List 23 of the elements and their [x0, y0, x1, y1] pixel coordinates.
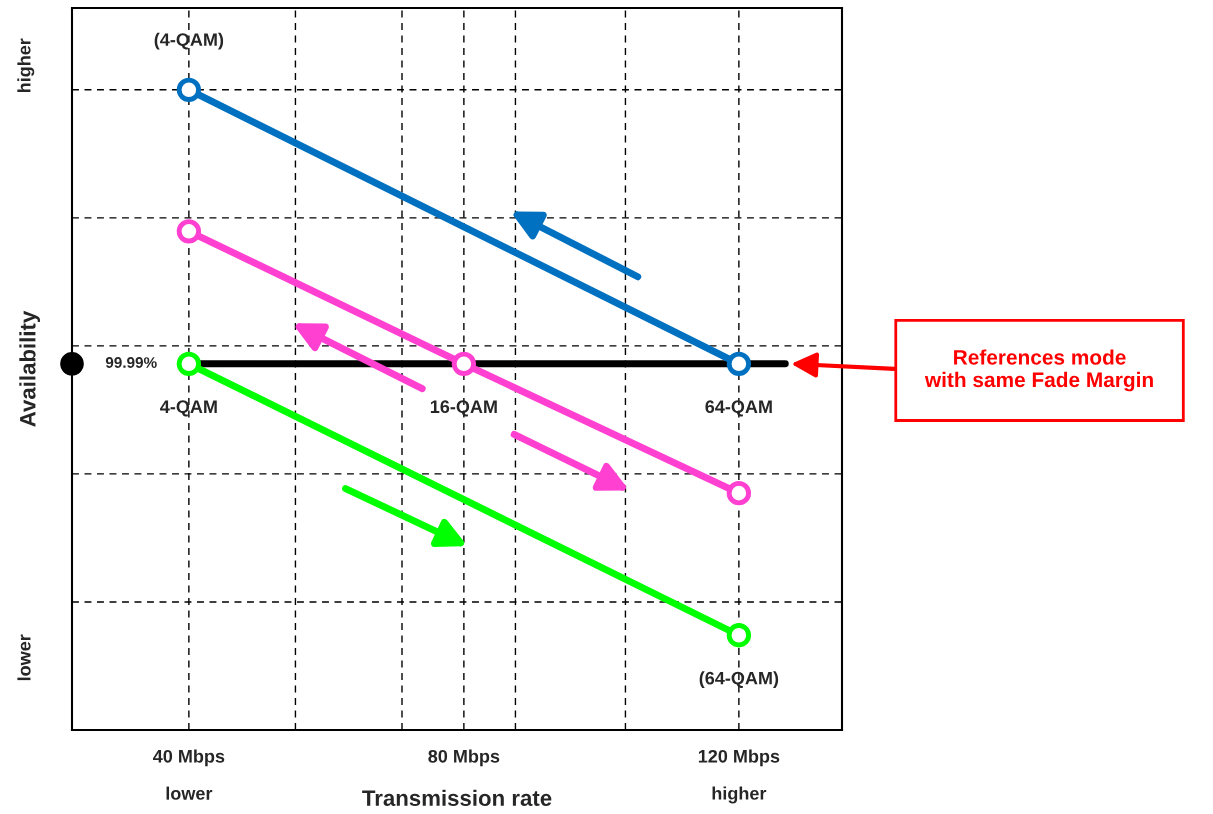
annotation: (64-QAM)	[699, 671, 779, 689]
x-tick-label: 120 Mbps	[698, 749, 780, 767]
text: References mode with same Fade Margin	[924, 349, 1153, 392]
annotation: 99.99%	[105, 357, 157, 368]
x-axis-title: Transmission rate	[362, 789, 552, 806]
point	[726, 623, 752, 648]
point	[176, 219, 202, 244]
annotation: 4-QAM	[160, 400, 217, 417]
text: lower	[166, 786, 213, 800]
annotation: 64-QAM	[705, 400, 772, 417]
text: higher	[17, 38, 35, 93]
point	[726, 480, 752, 506]
point	[726, 351, 752, 376]
x-tick-label: 80 Mbps	[428, 749, 500, 767]
annotation: 16-QAM	[430, 400, 497, 417]
text: higher	[712, 786, 767, 804]
annotation: (4-QAM)	[154, 32, 224, 50]
point	[451, 351, 477, 376]
point	[176, 351, 202, 376]
text: lower	[17, 634, 31, 681]
x-tick-label: 40 Mbps	[153, 749, 225, 767]
point	[176, 77, 202, 102]
y-axis-title: Availability	[19, 310, 41, 427]
